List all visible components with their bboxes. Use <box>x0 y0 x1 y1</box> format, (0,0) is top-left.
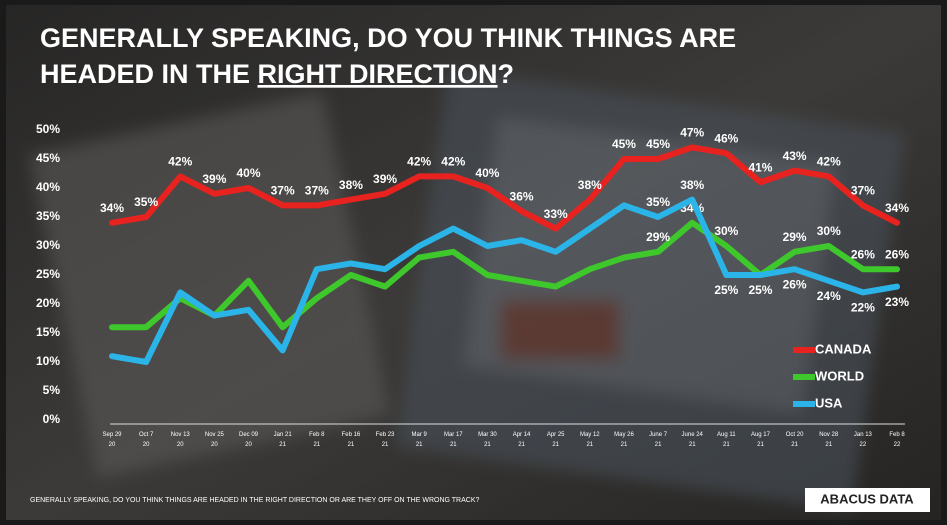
data-label: 41% <box>748 160 772 174</box>
y-tick-label: 35% <box>36 209 60 223</box>
x-tick-label: Nov 13 20 <box>171 432 191 448</box>
y-tick-label: 50% <box>36 122 60 136</box>
title-end: ? <box>498 59 515 89</box>
data-label: 40% <box>237 166 261 180</box>
x-tick-label: Mar 17 21 <box>444 432 463 448</box>
data-label: 34% <box>885 201 909 215</box>
x-tick-label: Mar 30 21 <box>478 432 497 448</box>
data-label: 36% <box>510 189 534 203</box>
data-label: 42% <box>817 155 841 169</box>
title-emphasis: RIGHT DIRECTION <box>258 59 498 89</box>
x-tick-label: May 12 21 <box>580 432 600 448</box>
data-label: 23% <box>885 295 909 309</box>
data-label: 46% <box>714 131 738 145</box>
series-line <box>109 196 900 365</box>
y-tick-label: 0% <box>43 412 61 426</box>
x-tick-label: Nov 28 21 <box>819 432 839 448</box>
x-tick-label: Nov 25 20 <box>205 432 225 448</box>
data-label: 45% <box>612 137 636 151</box>
x-tick-label: Feb 23 21 <box>376 432 395 448</box>
data-label: 38% <box>680 178 704 192</box>
logo-box <box>805 488 930 512</box>
data-label: 29% <box>646 230 670 244</box>
logo: ABACUS DATA <box>820 491 914 506</box>
legend-label: WORLD <box>815 368 864 383</box>
x-tick-label: Aug 11 21 <box>717 432 736 448</box>
data-label: 34% <box>100 201 124 215</box>
x-tick-label: Jan 21 21 <box>274 432 293 448</box>
x-tick-label: Mar 9 21 <box>412 432 428 448</box>
data-label: 38% <box>578 178 602 192</box>
data-label: 47% <box>680 126 704 140</box>
legend-label: CANADA <box>815 341 872 356</box>
x-tick-label: Sep 29 20 <box>102 432 122 448</box>
title-line: HEADED IN THE <box>40 59 258 89</box>
y-tick-label: 40% <box>36 180 60 194</box>
title-line: GENERALLY SPEAKING, DO YOU THINK THINGS … <box>40 23 736 53</box>
data-label: 42% <box>441 155 465 169</box>
data-label: 25% <box>748 283 772 297</box>
data-label: 42% <box>168 155 192 169</box>
data-label: 25% <box>714 283 738 297</box>
y-tick-label: 5% <box>43 383 61 397</box>
x-tick-label: Oct 7 20 <box>139 432 154 448</box>
data-label: 35% <box>134 195 158 209</box>
x-tick-label: Dec 09 20 <box>239 432 259 448</box>
y-tick-label: 15% <box>36 325 60 339</box>
y-tick-label: 30% <box>36 238 60 252</box>
x-tick-label: Feb 8 21 <box>309 432 325 448</box>
data-label: 22% <box>851 301 875 315</box>
data-label: 26% <box>851 247 875 261</box>
y-tick-label: 25% <box>36 267 60 281</box>
data-label: 35% <box>646 195 670 209</box>
data-label: 24% <box>817 289 841 303</box>
data-label: 43% <box>783 149 807 163</box>
data-label: 26% <box>885 247 909 261</box>
data-label: 37% <box>271 184 295 198</box>
data-label: 37% <box>851 184 875 198</box>
data-label: 42% <box>407 155 431 169</box>
y-tick-label: 10% <box>36 354 60 368</box>
data-label: 39% <box>373 172 397 186</box>
x-tick-label: June 24 21 <box>682 432 704 448</box>
y-tick-label: 45% <box>36 151 60 165</box>
footnote: GENERALLY SPEAKING, DO YOU THINK THINGS … <box>30 497 479 504</box>
y-tick-label: 20% <box>36 296 60 310</box>
data-label: 29% <box>783 230 807 244</box>
x-tick-label: Apr 25 21 <box>547 432 565 448</box>
data-label: 38% <box>339 178 363 192</box>
chart-title: GENERALLY SPEAKING, DO YOU THINK THINGS … <box>40 23 736 89</box>
x-tick-label: Feb 8 22 <box>889 432 905 448</box>
x-tick-label: Apr 14 21 <box>513 432 531 448</box>
data-label: 39% <box>202 172 226 186</box>
series-line <box>109 144 900 232</box>
data-label: 30% <box>714 224 738 238</box>
background-photo <box>28 69 905 511</box>
data-label: 40% <box>475 166 499 180</box>
data-label: 33% <box>544 207 568 221</box>
data-label: 45% <box>646 137 670 151</box>
data-label: 30% <box>817 224 841 238</box>
x-tick-label: June 7 21 <box>649 432 668 448</box>
legend-label: USA <box>815 395 843 410</box>
x-tick-label: May 26 21 <box>614 432 634 448</box>
data-label: 26% <box>783 277 807 291</box>
data-label: 37% <box>305 184 329 198</box>
x-tick-label: Oct 20 21 <box>786 432 804 448</box>
x-tick-label: Jan 13 22 <box>854 432 873 448</box>
x-tick-label: Feb 16 21 <box>342 432 361 448</box>
x-tick-label: Aug 17 21 <box>751 432 771 448</box>
